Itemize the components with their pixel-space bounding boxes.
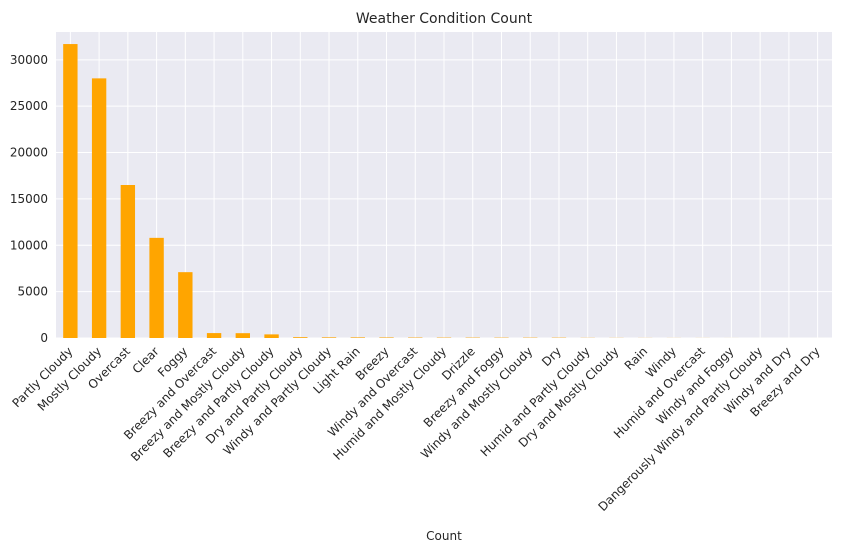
bar [235, 333, 250, 338]
bar [206, 333, 222, 338]
bar [379, 337, 394, 338]
bar [350, 337, 365, 338]
bar [63, 44, 78, 339]
y-tick-label: 5000 [17, 285, 48, 299]
y-tick-label: 25000 [10, 99, 48, 113]
bar [321, 337, 337, 338]
bar [149, 237, 164, 338]
y-tick-label: 10000 [10, 238, 48, 252]
bars [63, 44, 825, 339]
y-tick-label: 0 [40, 331, 48, 345]
y-tick-label: 30000 [10, 53, 48, 67]
bar [91, 78, 107, 338]
bar [178, 272, 193, 338]
bar [120, 185, 136, 338]
y-tick-label: 20000 [10, 146, 48, 160]
bar [293, 337, 308, 338]
x-axis-label: Count [426, 529, 462, 543]
y-tick-label: 15000 [10, 192, 48, 206]
bar [264, 334, 279, 338]
y-axis-ticks: 0 5000 10000 15000 20000 25000 30000 [10, 53, 48, 345]
chart-title: Weather Condition Count [356, 11, 533, 27]
